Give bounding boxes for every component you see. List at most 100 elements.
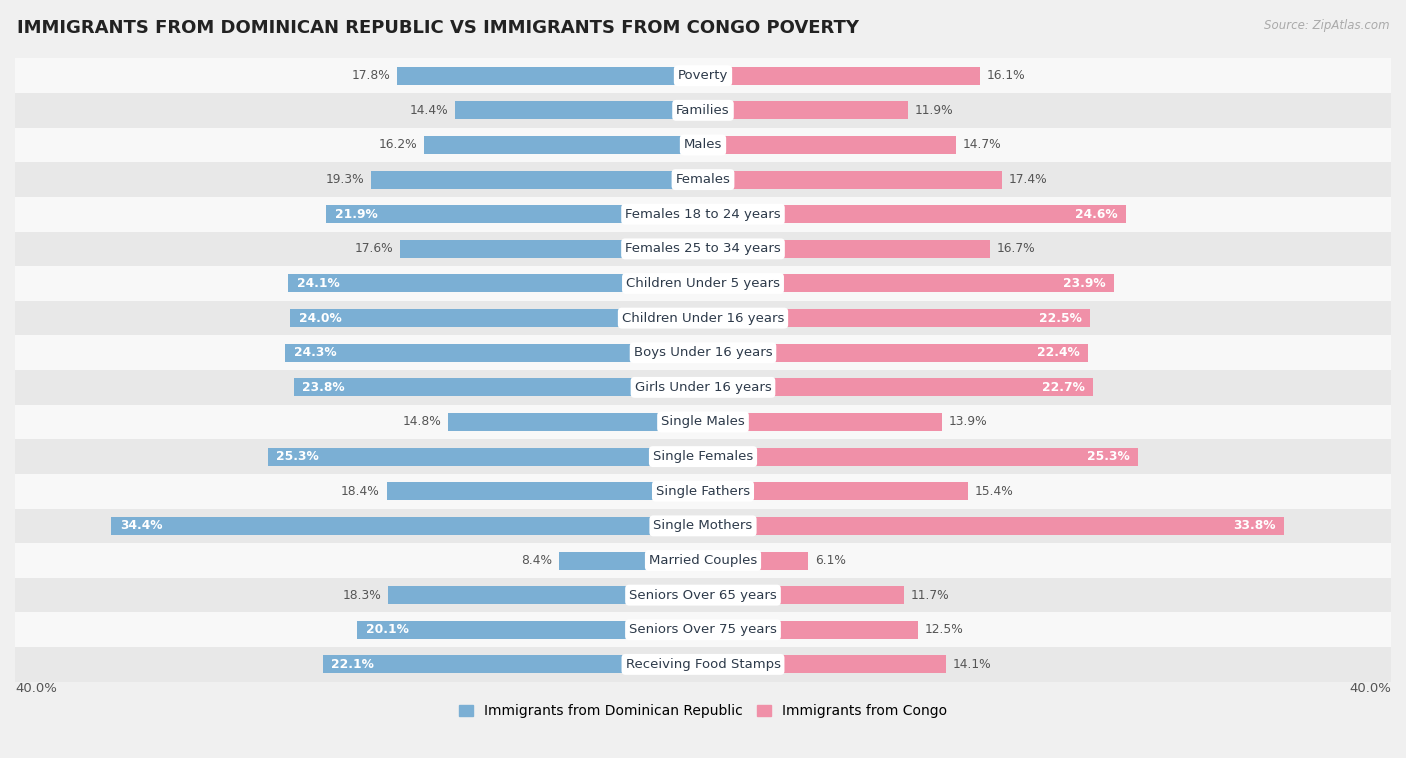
Text: Single Females: Single Females	[652, 450, 754, 463]
Text: 17.8%: 17.8%	[352, 69, 389, 82]
Bar	[396, 67, 703, 85]
Bar	[323, 656, 703, 673]
Text: 22.5%: 22.5%	[1039, 312, 1081, 324]
Text: Seniors Over 75 years: Seniors Over 75 years	[628, 623, 778, 636]
Text: Single Males: Single Males	[661, 415, 745, 428]
Bar	[15, 509, 1391, 543]
Text: 24.6%: 24.6%	[1076, 208, 1118, 221]
Bar	[703, 378, 1094, 396]
Text: Females 18 to 24 years: Females 18 to 24 years	[626, 208, 780, 221]
Bar	[15, 336, 1391, 370]
Bar	[425, 136, 703, 154]
Bar	[15, 58, 1391, 93]
Bar	[388, 586, 703, 604]
Bar	[288, 274, 703, 293]
Bar	[15, 93, 1391, 127]
Text: 23.9%: 23.9%	[1063, 277, 1105, 290]
Text: Males: Males	[683, 139, 723, 152]
Text: 23.8%: 23.8%	[302, 381, 344, 394]
Text: 12.5%: 12.5%	[925, 623, 963, 636]
Text: 16.1%: 16.1%	[987, 69, 1025, 82]
Text: 11.7%: 11.7%	[911, 589, 949, 602]
Text: 16.2%: 16.2%	[378, 139, 418, 152]
Text: 14.7%: 14.7%	[963, 139, 1001, 152]
Text: 14.1%: 14.1%	[952, 658, 991, 671]
Bar	[290, 309, 703, 327]
Text: 6.1%: 6.1%	[815, 554, 845, 567]
Bar	[703, 552, 808, 569]
Bar	[387, 482, 703, 500]
Bar	[15, 440, 1391, 474]
Text: 17.4%: 17.4%	[1010, 173, 1047, 186]
Bar	[111, 517, 703, 535]
Bar	[15, 301, 1391, 336]
Text: 8.4%: 8.4%	[520, 554, 551, 567]
Text: IMMIGRANTS FROM DOMINICAN REPUBLIC VS IMMIGRANTS FROM CONGO POVERTY: IMMIGRANTS FROM DOMINICAN REPUBLIC VS IM…	[17, 19, 859, 37]
Bar	[15, 405, 1391, 440]
Bar	[15, 266, 1391, 301]
Text: Females: Females	[675, 173, 731, 186]
Bar	[357, 621, 703, 639]
Text: Single Fathers: Single Fathers	[657, 485, 749, 498]
Text: Females 25 to 34 years: Females 25 to 34 years	[626, 243, 780, 255]
Bar	[15, 162, 1391, 197]
Text: 40.0%: 40.0%	[1350, 682, 1391, 695]
Text: 22.7%: 22.7%	[1042, 381, 1085, 394]
Bar	[285, 343, 703, 362]
Text: Families: Families	[676, 104, 730, 117]
Bar	[703, 621, 918, 639]
Text: 13.9%: 13.9%	[949, 415, 987, 428]
Bar	[703, 309, 1090, 327]
Bar	[703, 448, 1139, 465]
Text: 20.1%: 20.1%	[366, 623, 409, 636]
Text: 34.4%: 34.4%	[120, 519, 163, 532]
Bar	[401, 240, 703, 258]
Text: 24.1%: 24.1%	[297, 277, 340, 290]
Bar	[558, 552, 703, 569]
Bar	[371, 171, 703, 189]
Text: Children Under 5 years: Children Under 5 years	[626, 277, 780, 290]
Text: 14.4%: 14.4%	[409, 104, 449, 117]
Text: Children Under 16 years: Children Under 16 years	[621, 312, 785, 324]
Bar	[703, 343, 1088, 362]
Text: Girls Under 16 years: Girls Under 16 years	[634, 381, 772, 394]
Text: Married Couples: Married Couples	[650, 554, 756, 567]
Text: 21.9%: 21.9%	[335, 208, 378, 221]
Bar	[703, 171, 1002, 189]
Bar	[703, 240, 990, 258]
Bar	[449, 413, 703, 431]
Text: 19.3%: 19.3%	[326, 173, 364, 186]
Text: 16.7%: 16.7%	[997, 243, 1036, 255]
Text: Receiving Food Stamps: Receiving Food Stamps	[626, 658, 780, 671]
Bar	[703, 517, 1284, 535]
Text: 24.0%: 24.0%	[299, 312, 342, 324]
Text: 18.3%: 18.3%	[343, 589, 381, 602]
Bar	[294, 378, 703, 396]
Text: 18.4%: 18.4%	[340, 485, 380, 498]
Bar	[703, 136, 956, 154]
Text: 24.3%: 24.3%	[294, 346, 336, 359]
Text: Source: ZipAtlas.com: Source: ZipAtlas.com	[1264, 19, 1389, 32]
Text: 25.3%: 25.3%	[1087, 450, 1129, 463]
Bar	[326, 205, 703, 224]
Text: 40.0%: 40.0%	[15, 682, 56, 695]
Bar	[703, 482, 967, 500]
Bar	[15, 647, 1391, 681]
Text: 25.3%: 25.3%	[277, 450, 319, 463]
Text: 14.8%: 14.8%	[402, 415, 441, 428]
Legend: Immigrants from Dominican Republic, Immigrants from Congo: Immigrants from Dominican Republic, Immi…	[454, 698, 952, 723]
Bar	[15, 612, 1391, 647]
Text: 22.1%: 22.1%	[332, 658, 374, 671]
Text: Seniors Over 65 years: Seniors Over 65 years	[628, 589, 778, 602]
Bar	[703, 586, 904, 604]
Bar	[15, 474, 1391, 509]
Bar	[456, 102, 703, 119]
Bar	[703, 656, 945, 673]
Text: 17.6%: 17.6%	[354, 243, 394, 255]
Bar	[703, 102, 908, 119]
Text: 33.8%: 33.8%	[1233, 519, 1275, 532]
Text: Single Mothers: Single Mothers	[654, 519, 752, 532]
Bar	[703, 205, 1126, 224]
Bar	[15, 127, 1391, 162]
Bar	[703, 67, 980, 85]
